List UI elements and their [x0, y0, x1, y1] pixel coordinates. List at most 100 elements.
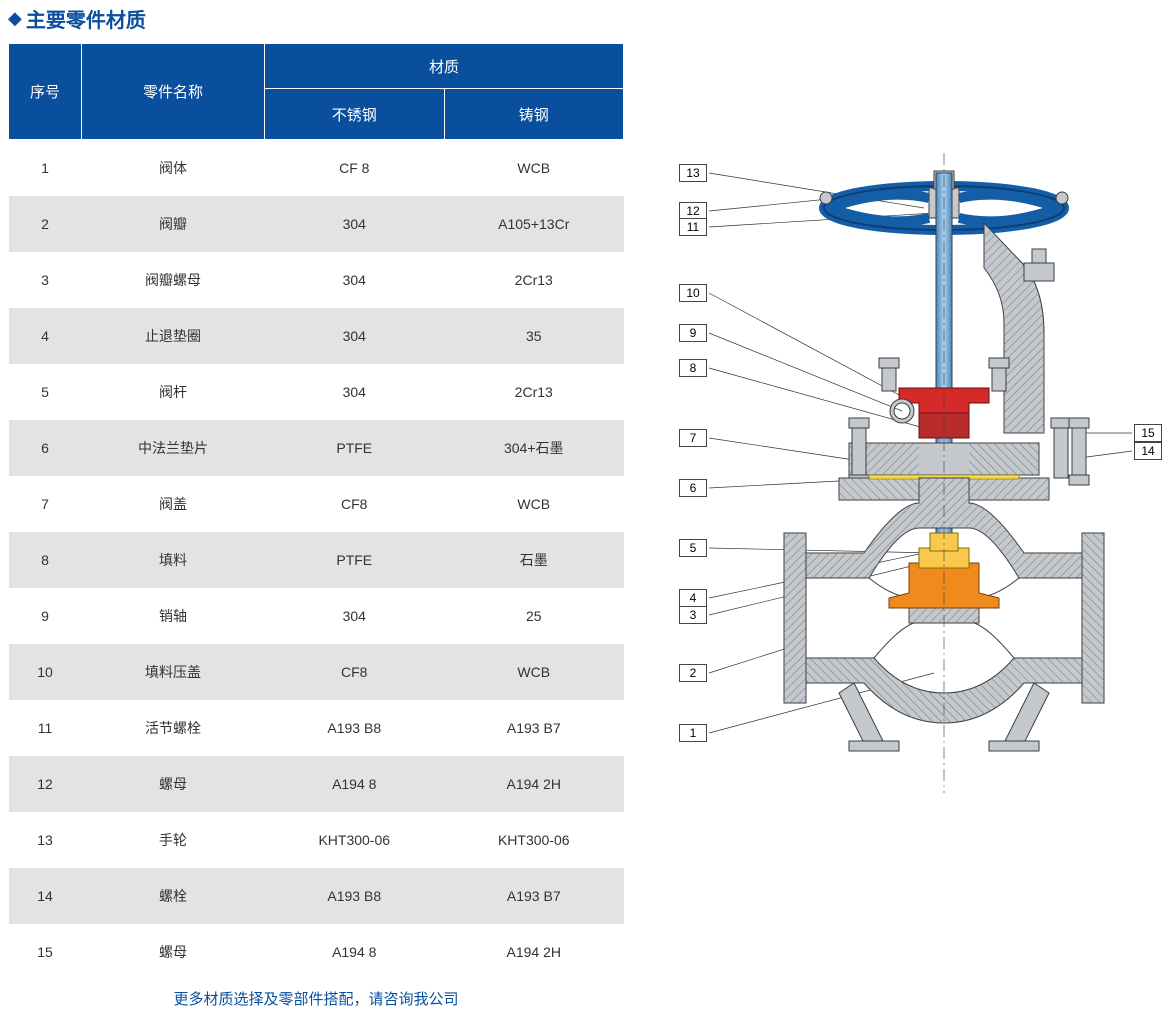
table-cell: 6 — [9, 420, 82, 476]
table-cell: A105+13Cr — [444, 196, 624, 252]
table-cell: 石墨 — [444, 532, 624, 588]
table-cell: 304 — [265, 308, 445, 364]
table-cell: 14 — [9, 868, 82, 924]
callout-9: 9 — [679, 324, 707, 342]
callout-label: 3 — [679, 606, 707, 624]
table-cell: 15 — [9, 924, 82, 980]
callout-label: 8 — [679, 359, 707, 377]
table-cell: 阀体 — [82, 140, 265, 197]
table-cell: 2Cr13 — [444, 252, 624, 308]
table-cell: 活节螺栓 — [82, 700, 265, 756]
table-cell: 35 — [444, 308, 624, 364]
callout-13: 13 — [679, 164, 707, 182]
callout-11: 11 — [679, 218, 707, 236]
table-row: 11活节螺栓A193 B8A193 B7 — [9, 700, 624, 756]
table-cell: 填料压盖 — [82, 644, 265, 700]
table-cell: 304 — [265, 196, 445, 252]
table-cell: A194 8 — [265, 756, 445, 812]
table-cell: A194 2H — [444, 924, 624, 980]
col-name: 零件名称 — [82, 44, 265, 140]
callout-8: 8 — [679, 359, 707, 377]
page-title-row: ◆ 主要零件材质 — [0, 0, 1170, 43]
table-cell: 阀盖 — [82, 476, 265, 532]
callout-1: 1 — [679, 724, 707, 742]
table-cell: 销轴 — [82, 588, 265, 644]
table-row: 15螺母A194 8A194 2H — [9, 924, 624, 980]
table-cell: 止退垫圈 — [82, 308, 265, 364]
table-cell: CF 8 — [265, 140, 445, 197]
valve-diagram: 13121110987654321 1514 — [634, 153, 1164, 873]
callout-5: 5 — [679, 539, 707, 557]
table-cell: 填料 — [82, 532, 265, 588]
table-cell: 10 — [9, 644, 82, 700]
table-row: 3阀瓣螺母3042Cr13 — [9, 252, 624, 308]
valve-cross-section — [754, 153, 1154, 793]
col-stainless: 不锈钢 — [265, 89, 445, 140]
callout-label: 11 — [679, 218, 707, 236]
table-cell: 304 — [265, 252, 445, 308]
table-row: 10填料压盖CF8WCB — [9, 644, 624, 700]
table-cell: 8 — [9, 532, 82, 588]
table-cell: PTFE — [265, 532, 445, 588]
table-cell: 螺母 — [82, 924, 265, 980]
table-row: 12螺母A194 8A194 2H — [9, 756, 624, 812]
table-cell: 2Cr13 — [444, 364, 624, 420]
diamond-icon: ◆ — [8, 8, 22, 29]
table-cell: CF8 — [265, 644, 445, 700]
table-cell: WCB — [444, 476, 624, 532]
callout-2: 2 — [679, 664, 707, 682]
callout-label: 7 — [679, 429, 707, 447]
table-row: 13手轮KHT300-06KHT300-06 — [9, 812, 624, 868]
table-cell: 9 — [9, 588, 82, 644]
table-row: 5阀杆3042Cr13 — [9, 364, 624, 420]
table-cell: 1 — [9, 140, 82, 197]
table-cell: WCB — [444, 644, 624, 700]
callout-label: 2 — [679, 664, 707, 682]
col-cast: 铸钢 — [444, 89, 624, 140]
callout-label: 1 — [679, 724, 707, 742]
table-cell: 4 — [9, 308, 82, 364]
table-cell: WCB — [444, 140, 624, 197]
table-cell: 25 — [444, 588, 624, 644]
table-cell: PTFE — [265, 420, 445, 476]
table-cell: KHT300-06 — [265, 812, 445, 868]
callout-label: 5 — [679, 539, 707, 557]
table-cell: A193 B7 — [444, 700, 624, 756]
callout-label: 4 — [679, 589, 707, 607]
col-material: 材质 — [265, 44, 624, 89]
table-cell: 阀瓣螺母 — [82, 252, 265, 308]
table-cell: 阀瓣 — [82, 196, 265, 252]
table-row: 1阀体CF 8WCB — [9, 140, 624, 197]
table-cell: 阀杆 — [82, 364, 265, 420]
table-cell: 2 — [9, 196, 82, 252]
table-row: 8填料PTFE石墨 — [9, 532, 624, 588]
materials-table: 序号 零件名称 材质 不锈钢 铸钢 1阀体CF 8WCB2阀瓣304A105+1… — [8, 43, 624, 980]
callout-label: 10 — [679, 284, 707, 302]
callout-label: 6 — [679, 479, 707, 497]
table-cell: 7 — [9, 476, 82, 532]
table-cell: A194 2H — [444, 756, 624, 812]
table-row: 14螺栓A193 B8A193 B7 — [9, 868, 624, 924]
table-cell: 手轮 — [82, 812, 265, 868]
table-cell: 螺母 — [82, 756, 265, 812]
table-row: 2阀瓣304A105+13Cr — [9, 196, 624, 252]
callout-6: 6 — [679, 479, 707, 497]
table-cell: 中法兰垫片 — [82, 420, 265, 476]
page-title: 主要零件材质 — [26, 4, 146, 33]
table-cell: A194 8 — [265, 924, 445, 980]
table-cell: 3 — [9, 252, 82, 308]
callout-7: 7 — [679, 429, 707, 447]
table-cell: 12 — [9, 756, 82, 812]
table-cell: A193 B8 — [265, 700, 445, 756]
callout-4: 4 — [679, 589, 707, 607]
footnote: 更多材质选择及零部件搭配，请咨询我公司 — [8, 988, 624, 1009]
table-row: 7阀盖CF8WCB — [9, 476, 624, 532]
callout-3: 3 — [679, 606, 707, 624]
table-cell: 304 — [265, 588, 445, 644]
table-cell: 13 — [9, 812, 82, 868]
callout-label: 9 — [679, 324, 707, 342]
table-cell: 螺栓 — [82, 868, 265, 924]
table-row: 6中法兰垫片PTFE304+石墨 — [9, 420, 624, 476]
table-cell: 304 — [265, 364, 445, 420]
table-cell: KHT300-06 — [444, 812, 624, 868]
